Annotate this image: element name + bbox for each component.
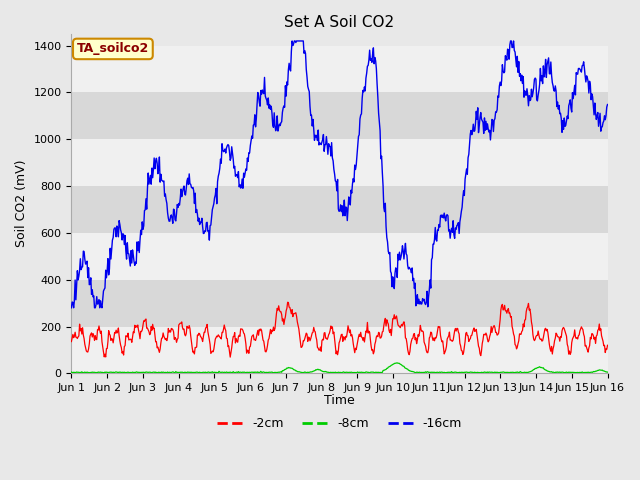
Text: TA_soilco2: TA_soilco2 (77, 42, 149, 55)
Legend: -2cm, -8cm, -16cm: -2cm, -8cm, -16cm (212, 412, 467, 435)
Y-axis label: Soil CO2 (mV): Soil CO2 (mV) (15, 160, 28, 247)
Bar (72, 139, 607, 186)
Bar (72, 326, 607, 373)
Bar (72, 280, 607, 326)
Bar (72, 93, 607, 139)
X-axis label: Time: Time (324, 395, 355, 408)
Title: Set A Soil CO2: Set A Soil CO2 (284, 15, 394, 30)
Bar (72, 46, 607, 93)
Bar (72, 233, 607, 280)
Bar (72, 186, 607, 233)
